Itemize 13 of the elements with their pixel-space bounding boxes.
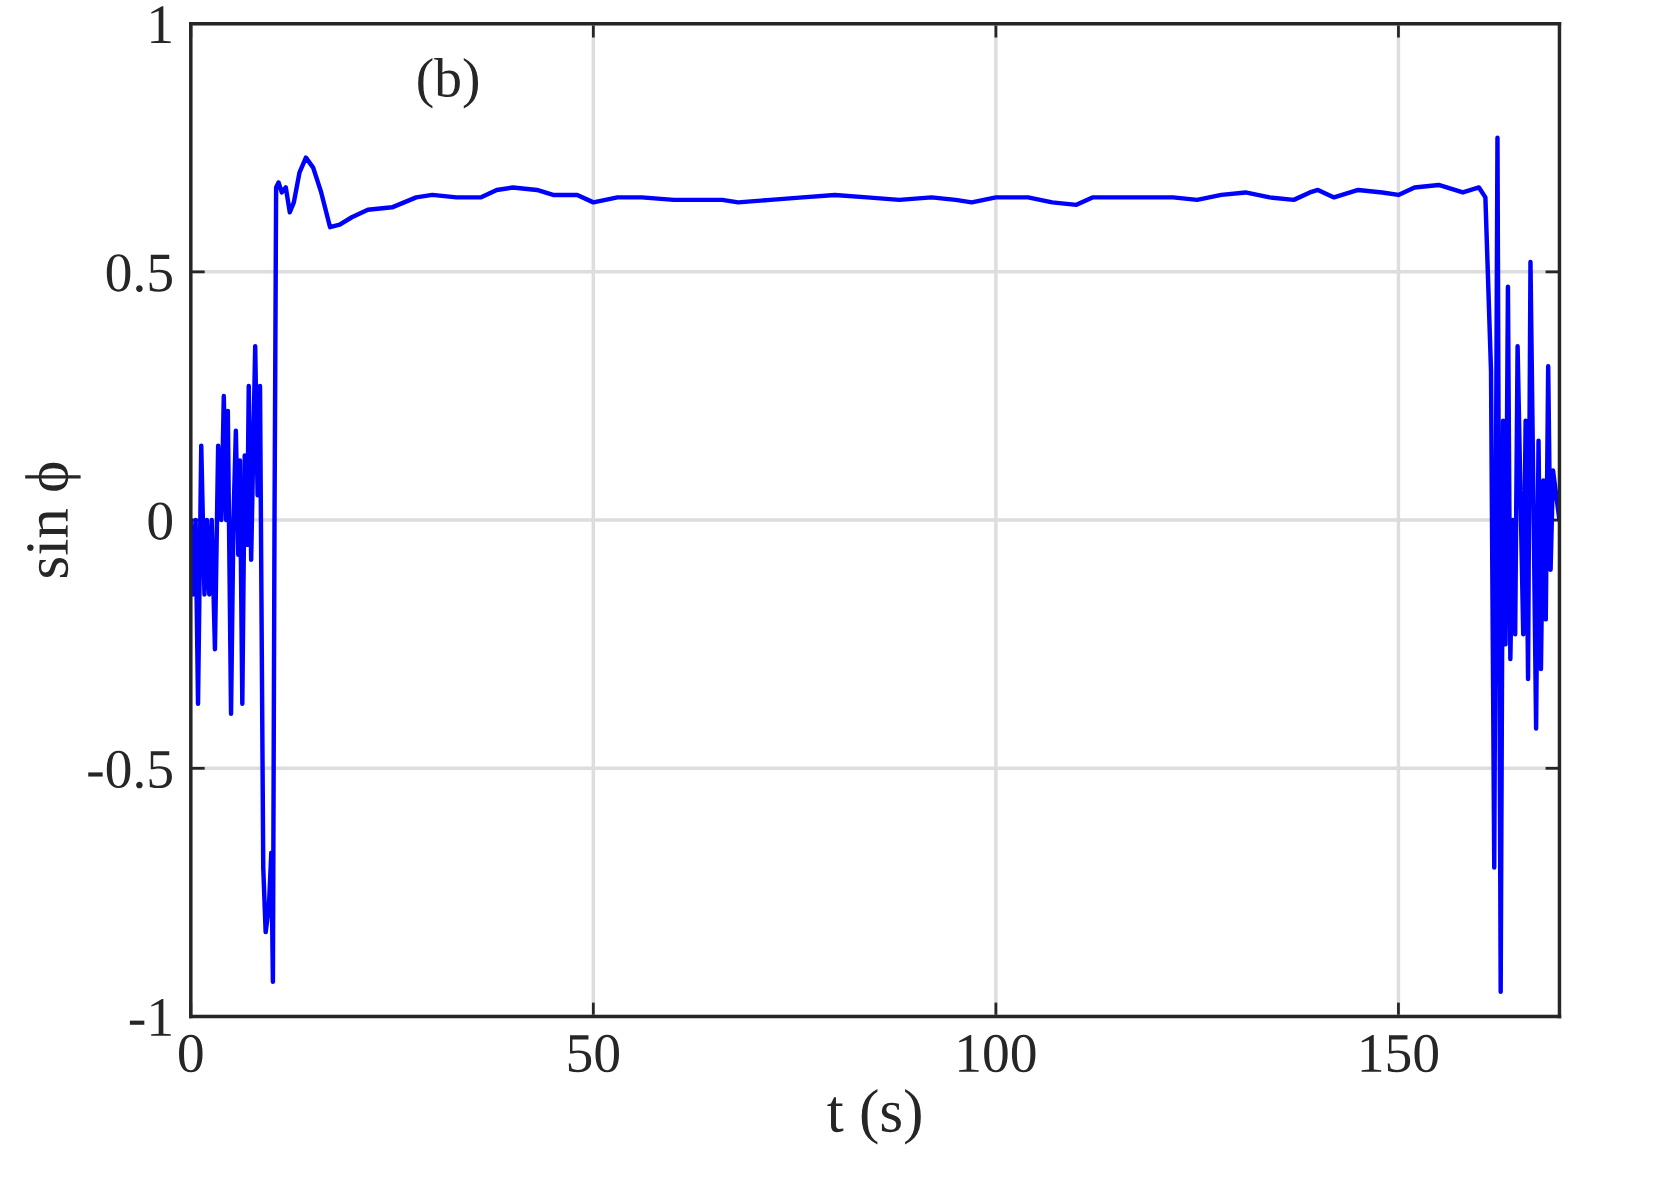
x-tick-label: 100 bbox=[959, 1034, 1036, 1073]
annotation: (b) bbox=[418, 58, 479, 109]
y-tick-label: 0.5 bbox=[106, 254, 172, 292]
x-axis-title: t (s) bbox=[827, 1089, 921, 1145]
y-tick-label: -1 bbox=[129, 999, 171, 1036]
x-tick-label: 0 bbox=[179, 1034, 203, 1073]
x-tick-label: 150 bbox=[1361, 1034, 1438, 1073]
line-series bbox=[190, 135, 1560, 994]
y-axis-title: sin ϕ bbox=[25, 462, 81, 577]
x-tick-label: 50 bbox=[568, 1034, 619, 1073]
y-tick-label: -0.5 bbox=[88, 750, 172, 789]
y-tick-label: 0 bbox=[148, 502, 172, 540]
y-tick-label: 1 bbox=[151, 6, 171, 43]
